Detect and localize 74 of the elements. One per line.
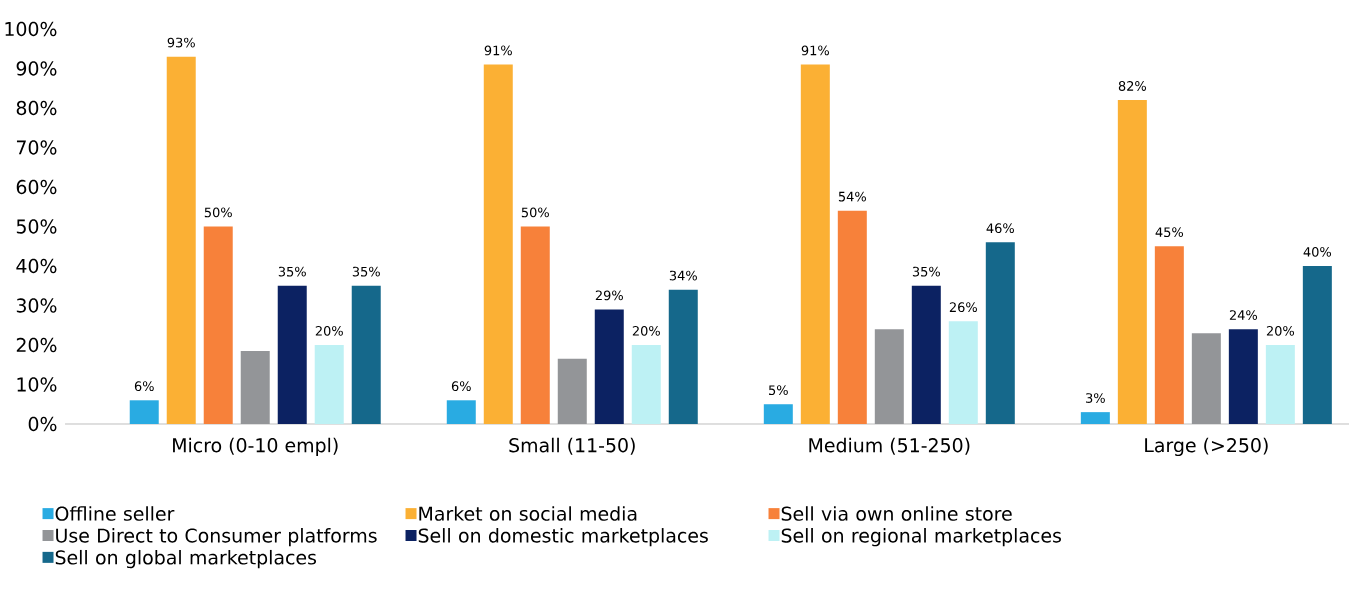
legend-label: Offline seller [55,506,175,521]
data-label: 91% [801,45,829,56]
data-label: 50% [204,207,232,218]
y-tick-label: 80% [16,100,57,116]
bar [763,404,793,424]
bar [446,400,476,424]
bar [483,64,513,424]
bar [911,285,941,424]
bar [557,358,587,424]
data-label: 40% [1303,246,1332,257]
bar [520,226,550,424]
y-tick-label: 20% [16,337,57,353]
data-label: 93% [167,37,195,48]
data-label: 26% [949,302,977,313]
data-label: 35% [912,266,940,277]
data-label: 6% [134,381,154,392]
bar [1302,265,1332,424]
data-label: 91% [484,45,512,56]
data-label: 3% [1086,393,1105,403]
bar [594,309,624,424]
data-label: 82% [1118,81,1147,91]
bar [1228,329,1258,424]
x-tick-label: Large (>250) [1145,437,1268,457]
bar [985,242,1015,424]
bar [837,210,867,424]
bar [948,321,978,424]
legend-label: Sell on global marketplaces [55,549,317,569]
bar [668,289,698,424]
bar [240,350,270,424]
x-tick-label: Medium (51-250) [809,437,970,455]
bar [1191,333,1221,424]
legend-label: Market on social media [419,506,637,521]
y-tick-label: 90% [16,61,57,76]
x-tick-label: Small (11-50) [509,437,635,455]
data-label: 54% [838,191,866,202]
y-tick-label: 30% [16,298,57,313]
data-label: 20% [1266,325,1295,336]
legend-label: Sell on domestic marketplaces [418,528,708,547]
bar [1154,246,1184,424]
bar [1080,412,1110,424]
bar [166,56,196,424]
data-label: 24% [1229,310,1258,320]
bar [277,285,307,424]
data-label: 35% [278,266,306,277]
bar [1117,100,1147,424]
y-tick-label: 100% [5,21,57,37]
bar [1265,344,1295,424]
legend-label: Sell on regional marketplaces [781,528,1061,547]
data-label: 29% [595,290,623,301]
data-label: 46% [986,223,1014,234]
y-tick-label: 50% [16,219,57,234]
data-label: 50% [521,207,549,218]
data-label: 20% [632,325,660,336]
y-tick-label: 10% [17,377,57,392]
x-tick-label: Micro (0-10 empl) [173,437,338,457]
bar [800,64,830,424]
data-label: 34% [669,270,697,281]
data-label: 6% [451,381,471,392]
bar [874,329,904,424]
y-tick-label: 70% [16,140,57,155]
legend-label: Use Direct to Consumer platforms [56,528,377,547]
bar [631,344,661,424]
data-label: 5% [769,385,788,396]
bar [314,344,344,424]
data-label: 35% [352,266,380,277]
y-tick-label: 60% [16,179,57,195]
data-label: 45% [1155,227,1184,238]
bar [351,285,381,424]
data-label: 20% [315,325,343,336]
bar [203,226,233,424]
bar [129,400,159,424]
y-tick-label: 0% [28,416,57,432]
legend-label: Sell via own online store [781,506,1012,521]
y-tick-label: 40% [16,258,57,274]
